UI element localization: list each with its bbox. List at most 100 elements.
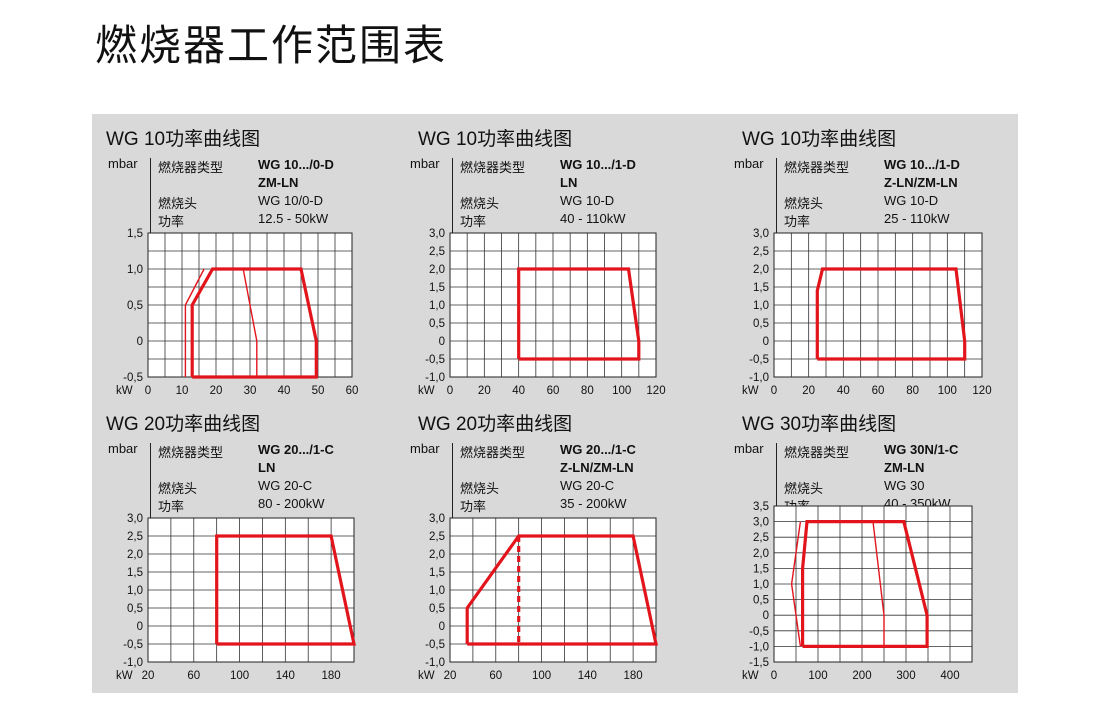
y-tick-label: 2,5	[429, 246, 445, 258]
chart-title: WG 20功率曲线图	[106, 414, 261, 435]
burner-type-value: WG 10.../0-D	[258, 157, 334, 172]
x-tick-label: 60	[346, 385, 359, 397]
burner-type-label: 燃烧器类型	[784, 445, 850, 460]
y-tick-label: 3,0	[429, 228, 445, 240]
x-tick-label: 40	[512, 385, 525, 397]
burner-type-value: WG 20.../1-C	[258, 442, 334, 457]
power-value: 35 - 200kW	[560, 496, 627, 511]
y-tick-label: -0,5	[123, 372, 143, 384]
x-tick-label: 120	[646, 385, 665, 397]
y-tick-label: -1,5	[749, 657, 769, 669]
info-divider	[150, 443, 151, 523]
x-tick-label: 80	[906, 385, 919, 397]
x-tick-label: 100	[230, 670, 249, 682]
x-tick-label: 20	[802, 385, 815, 397]
chart-title: WG 10功率曲线图	[418, 129, 573, 150]
y-unit-label: mbar	[410, 156, 440, 171]
chart-title: WG 20功率曲线图	[418, 414, 573, 435]
info-divider	[452, 443, 453, 523]
x-tick-label: 40	[278, 385, 291, 397]
x-tick-label: 50	[312, 385, 325, 397]
burner-type-value-line2: LN	[258, 460, 276, 475]
burner-type-value: WG 10.../1-D	[884, 157, 960, 172]
burner-head-value: WG 30	[884, 478, 925, 493]
burner-head-label: 燃烧头	[784, 196, 824, 211]
x-tick-label: 60	[489, 670, 502, 682]
burner-type-value: WG 30N/1-C	[884, 442, 959, 457]
y-tick-label: -1,0	[749, 372, 769, 384]
x-tick-label: 20	[444, 670, 457, 682]
burner-head-label: 燃烧头	[158, 481, 198, 496]
x-tick-label: 0	[145, 385, 151, 397]
burner-type-value: WG 20.../1-C	[560, 442, 636, 457]
burner-head-value: WG 10-D	[884, 193, 939, 208]
power-label: 功率	[158, 214, 185, 229]
burner-type-value-line2: Z-LN/ZM-LN	[560, 460, 634, 475]
y-tick-label: 0,5	[429, 603, 445, 615]
x-tick-label: 400	[940, 670, 959, 682]
chart-title: WG 10功率曲线图	[106, 129, 261, 150]
x-tick-label: 60	[872, 385, 885, 397]
charts-panel: WG 10功率曲线图 mbar 燃烧器类型 WG 10.../0-D ZM-LN 燃烧头 W…	[92, 114, 1018, 693]
burner-head-label: 燃烧头	[460, 196, 500, 211]
y-tick-label: 3,0	[127, 513, 143, 525]
x-tick-label: 60	[547, 385, 560, 397]
operating-range-line-3	[242, 268, 258, 377]
plot-frame	[773, 232, 983, 378]
x-unit-label: kW	[418, 385, 435, 397]
burner-type-value: WG 10.../1-D	[560, 157, 636, 172]
x-tick-label: 10	[176, 385, 189, 397]
y-tick-label: 0	[439, 621, 445, 633]
plot-area: -1,5 -1,0 -0,5 0 0,5 1,0 1,5 2,0 2,5 3,0 3,5 0 100 20…	[742, 501, 973, 682]
info-divider	[150, 158, 151, 238]
y-tick-label: 0,5	[127, 603, 143, 615]
y-tick-label: -0,5	[425, 354, 445, 366]
y-tick-label: 2,0	[753, 264, 769, 276]
burner-head-label: 燃烧头	[158, 196, 198, 211]
x-tick-label: 140	[276, 670, 295, 682]
plot-frame	[773, 505, 973, 663]
y-tick-label: 0	[137, 621, 143, 633]
y-tick-label: 1,0	[127, 585, 143, 597]
operating-range-line-0	[800, 520, 929, 648]
y-tick-label: 0,5	[127, 300, 143, 312]
y-tick-label: 2,0	[429, 549, 445, 561]
plot-area: -1,0 -0,5 0 0,5 1,0 1,5 2,0 2,5 3,0 0 20 40 60 80 100 1…	[418, 228, 666, 397]
power-label: 功率	[460, 214, 487, 229]
operating-range-line-1	[790, 521, 802, 585]
info-divider	[776, 443, 777, 523]
power-label: 功率	[784, 214, 811, 229]
burner-head-value: WG 20-C	[560, 478, 615, 493]
burner-type-label: 燃烧器类型	[460, 445, 526, 460]
x-tick-label: 120	[972, 385, 991, 397]
x-tick-label: 200	[852, 670, 871, 682]
plot-frame	[449, 232, 657, 378]
y-tick-label: -0,5	[749, 626, 769, 638]
operating-range-line-0	[465, 534, 658, 646]
y-tick-label: 1,5	[429, 282, 445, 294]
y-tick-label: 1,0	[429, 585, 445, 597]
x-tick-label: 100	[612, 385, 631, 397]
x-tick-label: 180	[624, 670, 643, 682]
operating-range-line-0	[815, 267, 967, 361]
burner-head-value: WG 20-C	[258, 478, 313, 493]
plot-frame	[449, 517, 657, 663]
x-tick-label: 100	[808, 670, 827, 682]
y-tick-label: 0	[137, 336, 143, 348]
y-tick-label: -1,0	[123, 657, 143, 669]
x-unit-label: kW	[742, 670, 759, 682]
power-label: 功率	[158, 499, 185, 514]
y-tick-label: -0,5	[123, 639, 143, 651]
y-unit-label: mbar	[734, 441, 764, 456]
x-tick-label: 140	[578, 670, 597, 682]
y-tick-label: 1,5	[753, 563, 769, 575]
y-tick-label: 0,5	[753, 318, 769, 330]
x-unit-label: kW	[742, 385, 759, 397]
y-tick-label: 0	[763, 610, 769, 622]
page-title: 燃烧器工作范围表	[95, 21, 448, 70]
power-label: 功率	[460, 499, 487, 514]
x-unit-label: kW	[116, 670, 133, 682]
y-tick-label: 2,5	[753, 532, 769, 544]
x-tick-label: 40	[837, 385, 850, 397]
y-tick-label: 2,5	[127, 531, 143, 543]
